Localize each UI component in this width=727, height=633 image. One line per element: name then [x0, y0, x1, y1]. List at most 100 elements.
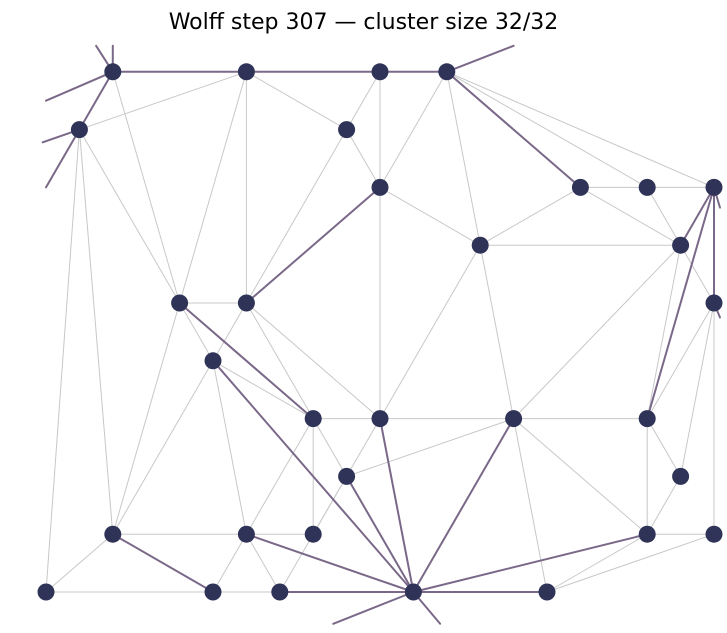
graph-edge — [379, 244, 481, 420]
graph-node — [204, 583, 222, 601]
graph-edge — [479, 186, 581, 246]
graph-node — [638, 178, 656, 196]
boundary-bond — [45, 128, 81, 189]
cluster-bond — [412, 417, 515, 593]
cluster-bond — [412, 533, 649, 593]
graph-edge — [78, 129, 181, 304]
graph-edge — [346, 418, 381, 477]
graph-node — [705, 525, 723, 543]
nodes-layer — [37, 63, 723, 601]
graph-edge — [546, 533, 715, 593]
graph-node — [705, 294, 723, 312]
cluster-bond — [212, 359, 415, 593]
graph-edge — [78, 71, 247, 131]
cluster-bond — [646, 186, 715, 420]
graph-edge — [45, 533, 114, 593]
graph-node — [672, 236, 690, 254]
graph-edge — [179, 302, 214, 362]
cluster-bond — [178, 302, 315, 420]
graph-node — [271, 583, 289, 601]
graph-edge — [245, 302, 314, 420]
graph-node — [438, 63, 456, 81]
graph-edge — [646, 244, 682, 420]
graph-node — [70, 121, 88, 139]
boundary-bond — [445, 44, 515, 73]
cluster-bond — [111, 533, 214, 593]
graph-edge — [245, 418, 314, 535]
cluster-bond — [78, 70, 114, 131]
graph-edge — [346, 418, 515, 477]
graph-edge — [646, 418, 682, 477]
graph-node — [371, 178, 389, 196]
graph-edge — [245, 533, 281, 593]
graph-node — [304, 410, 322, 428]
graph-edge — [646, 186, 682, 246]
graph-node — [37, 583, 55, 601]
graph-edge — [245, 129, 348, 304]
graph-edge — [245, 71, 348, 131]
graph-node — [404, 583, 422, 601]
graph-edge — [446, 71, 648, 188]
graph-node — [237, 294, 255, 312]
boundary-bond — [45, 70, 114, 102]
edges-layer — [45, 71, 715, 593]
graph-edge — [379, 186, 481, 246]
graph-edge — [112, 302, 181, 535]
graph-edge — [479, 244, 515, 420]
graph-node — [371, 63, 389, 81]
cluster-bond — [345, 475, 415, 593]
chart-title: Wolff step 307 — cluster size 32/32 — [168, 10, 559, 35]
graph-node — [505, 410, 523, 428]
graph-edge — [446, 71, 481, 246]
graph-node — [638, 410, 656, 428]
boundary-bond — [332, 591, 415, 625]
graph-edge — [379, 71, 448, 188]
graph-edge — [212, 533, 247, 593]
graph-edge — [45, 129, 80, 593]
graph-edge — [646, 475, 682, 535]
graph-node — [471, 236, 489, 254]
graph-edge — [680, 244, 715, 304]
graph-node — [237, 63, 255, 81]
graph-node — [705, 178, 723, 196]
graph-edge — [513, 244, 682, 420]
graph-edge — [446, 71, 715, 188]
graph-edge — [680, 302, 715, 477]
graph-edge — [312, 418, 348, 477]
graph-node — [104, 63, 122, 81]
graph-edge — [346, 71, 381, 131]
graph-node — [171, 294, 189, 312]
graph-edge — [112, 71, 181, 304]
graph-node — [338, 467, 356, 485]
graph-edge — [513, 418, 548, 593]
cluster-bond — [245, 186, 381, 304]
graph-node — [538, 583, 556, 601]
graph-edge — [245, 302, 381, 420]
cluster-bond — [245, 533, 415, 593]
cluster-bond — [445, 70, 582, 189]
graph-node — [638, 525, 656, 543]
bonds-layer — [41, 44, 721, 625]
graph-edge — [546, 533, 648, 593]
graph-node — [338, 121, 356, 139]
graph-edge — [78, 129, 114, 535]
graph-edge — [646, 302, 715, 420]
graph-node — [237, 525, 255, 543]
graph-edge — [212, 360, 247, 535]
graph-node — [204, 352, 222, 370]
cluster-bond — [679, 186, 715, 247]
graph-node — [571, 178, 589, 196]
graph-edge — [212, 360, 314, 420]
graph-edge — [112, 360, 214, 535]
graph-node — [672, 467, 690, 485]
graph-edge — [579, 186, 682, 246]
graph-edge — [179, 71, 247, 304]
graph-edge — [346, 129, 381, 188]
graph-node — [304, 525, 322, 543]
cluster-bond — [379, 417, 415, 593]
graph-node — [371, 410, 389, 428]
graph-edge — [212, 302, 247, 362]
graph-node — [104, 525, 122, 543]
graph-edge — [513, 418, 648, 535]
